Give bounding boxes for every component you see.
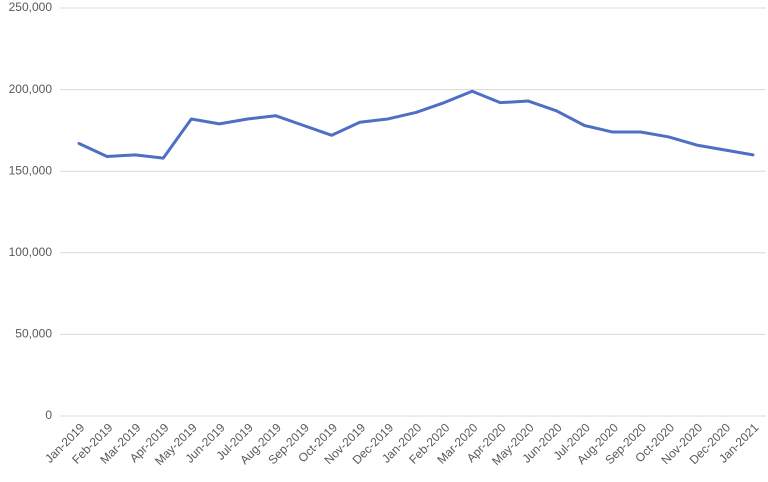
y-tick-label: 200,000	[9, 82, 53, 96]
y-tick-label: 50,000	[15, 327, 52, 341]
y-tick-label: 250,000	[9, 0, 53, 14]
data-line	[77, 89, 755, 160]
y-tick-label: 0	[45, 408, 52, 422]
y-tick-label: 100,000	[9, 245, 53, 259]
y-tick-label: 150,000	[9, 163, 53, 177]
